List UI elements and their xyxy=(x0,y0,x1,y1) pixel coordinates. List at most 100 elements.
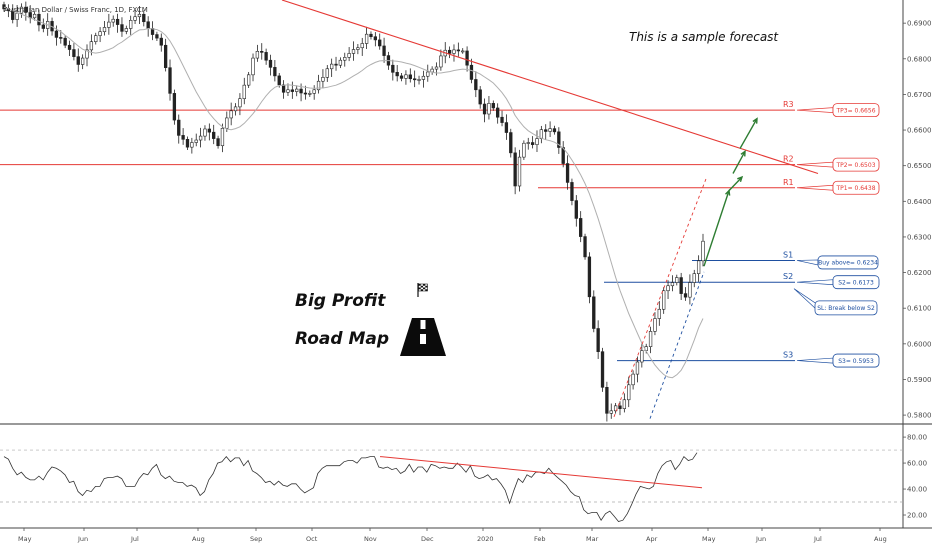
candle xyxy=(478,89,482,105)
candle xyxy=(587,256,592,298)
candle xyxy=(24,6,28,13)
candle xyxy=(67,44,72,50)
candle xyxy=(41,24,45,29)
channel-upper-line xyxy=(613,178,707,418)
osc-tick-label: 80.00 xyxy=(907,434,927,442)
candle xyxy=(373,36,377,41)
candle xyxy=(94,35,98,42)
channel-lower-line xyxy=(649,271,705,419)
level-callout xyxy=(832,103,880,117)
forecast-arrow xyxy=(728,176,743,192)
level-callout xyxy=(832,275,880,290)
candle xyxy=(2,4,6,10)
candle xyxy=(155,34,159,39)
candle xyxy=(316,80,321,91)
candle xyxy=(80,57,85,65)
candle xyxy=(648,331,653,347)
level-label-s1: S1 xyxy=(783,250,793,259)
level-callout-text: Buy above= 0.6234 xyxy=(818,260,878,267)
candle xyxy=(557,131,561,148)
candle xyxy=(465,50,469,66)
candle xyxy=(59,37,63,39)
candle xyxy=(504,122,509,133)
osc-tick-label: 40.00 xyxy=(907,486,927,494)
candle xyxy=(172,93,177,121)
candle xyxy=(360,43,364,49)
candle xyxy=(159,37,163,46)
time-tick-label: Feb xyxy=(534,535,546,543)
candle xyxy=(696,260,701,274)
candle xyxy=(242,84,246,99)
candle xyxy=(129,20,133,29)
candle xyxy=(330,63,334,70)
candle xyxy=(207,128,211,133)
candle xyxy=(325,68,329,78)
candle xyxy=(268,59,273,68)
candle xyxy=(653,318,657,332)
candle xyxy=(168,67,172,94)
osc-tick-label: 20.00 xyxy=(907,512,927,520)
level-label-r2: R2 xyxy=(783,155,794,164)
candle xyxy=(382,45,386,56)
candle xyxy=(338,59,343,66)
candle xyxy=(657,308,661,319)
headline-road-map: Road Map xyxy=(295,329,389,349)
candle xyxy=(613,405,618,412)
candle xyxy=(260,51,264,53)
candle xyxy=(378,39,382,47)
candle xyxy=(574,200,578,219)
candle xyxy=(627,384,631,401)
candle xyxy=(413,78,417,81)
level-label-r3: R3 xyxy=(783,100,794,109)
candle xyxy=(37,13,41,26)
downtrend-line xyxy=(281,0,819,175)
candle xyxy=(163,44,168,68)
forecast-arrow xyxy=(732,151,746,174)
time-tick-label: May xyxy=(702,535,716,543)
candle xyxy=(303,92,308,95)
candle xyxy=(679,277,683,294)
candle xyxy=(295,88,299,92)
candle xyxy=(185,139,190,148)
candle xyxy=(277,75,281,86)
forecast-arrow-head xyxy=(752,117,758,124)
candle xyxy=(251,57,255,76)
candle xyxy=(461,50,465,53)
time-tick-label: Jul xyxy=(130,535,139,543)
time-tick-label: Aug xyxy=(874,535,887,543)
candle xyxy=(124,28,128,32)
candle xyxy=(701,240,705,262)
candle xyxy=(496,107,500,118)
candle xyxy=(343,57,347,61)
level-callout-text: S3= 0.5953 xyxy=(838,358,874,365)
time-tick-label: Aug xyxy=(192,535,205,543)
candle xyxy=(356,47,360,50)
road-icon xyxy=(400,318,446,356)
candle xyxy=(544,129,548,132)
candle xyxy=(198,135,203,141)
candle xyxy=(517,156,522,187)
candle xyxy=(203,128,207,137)
moving-average-line xyxy=(3,6,704,379)
candle xyxy=(596,328,600,352)
level-callout-text: TP2= 0.6503 xyxy=(835,162,875,169)
candle xyxy=(281,84,286,93)
price-tick-label: 0.58000 xyxy=(907,412,932,420)
candle xyxy=(142,13,146,23)
forecast-arrow xyxy=(703,190,730,267)
candle xyxy=(474,79,478,91)
candle xyxy=(640,350,644,363)
candle xyxy=(579,218,583,237)
oscillator-line xyxy=(3,452,698,522)
candle xyxy=(530,142,535,145)
candle xyxy=(194,139,198,143)
candle xyxy=(618,405,622,409)
candle xyxy=(216,138,220,147)
